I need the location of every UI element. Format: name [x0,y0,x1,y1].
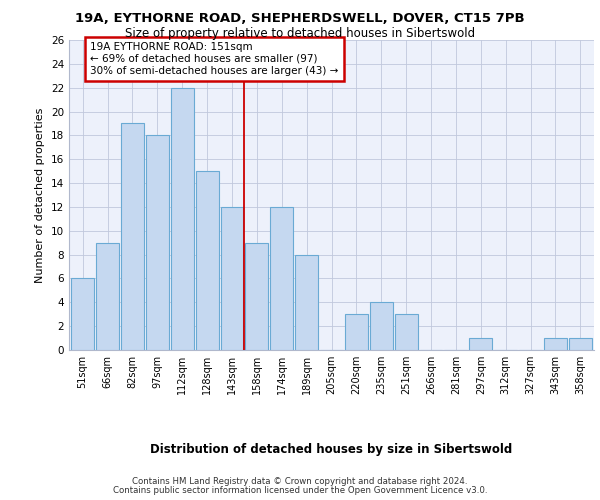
Text: Contains HM Land Registry data © Crown copyright and database right 2024.: Contains HM Land Registry data © Crown c… [132,477,468,486]
Bar [295,254,318,350]
Text: 19A EYTHORNE ROAD: 151sqm
← 69% of detached houses are smaller (97)
30% of semi-: 19A EYTHORNE ROAD: 151sqm ← 69% of detac… [90,42,338,76]
Bar [544,338,567,350]
Text: Contains public sector information licensed under the Open Government Licence v3: Contains public sector information licen… [113,486,487,495]
Bar [146,136,169,350]
Bar [121,124,144,350]
Bar [245,242,268,350]
Text: 19A, EYTHORNE ROAD, SHEPHERDSWELL, DOVER, CT15 7PB: 19A, EYTHORNE ROAD, SHEPHERDSWELL, DOVER… [75,12,525,26]
Bar [370,302,393,350]
Bar [395,314,418,350]
Bar [196,171,218,350]
Bar [469,338,492,350]
Bar [270,207,293,350]
Bar [71,278,94,350]
Text: Distribution of detached houses by size in Sibertswold: Distribution of detached houses by size … [151,442,512,456]
Bar [171,88,194,350]
Bar [96,242,119,350]
Text: Size of property relative to detached houses in Sibertswold: Size of property relative to detached ho… [125,28,475,40]
Bar [345,314,368,350]
Bar [569,338,592,350]
Bar [221,207,244,350]
Y-axis label: Number of detached properties: Number of detached properties [35,108,46,282]
